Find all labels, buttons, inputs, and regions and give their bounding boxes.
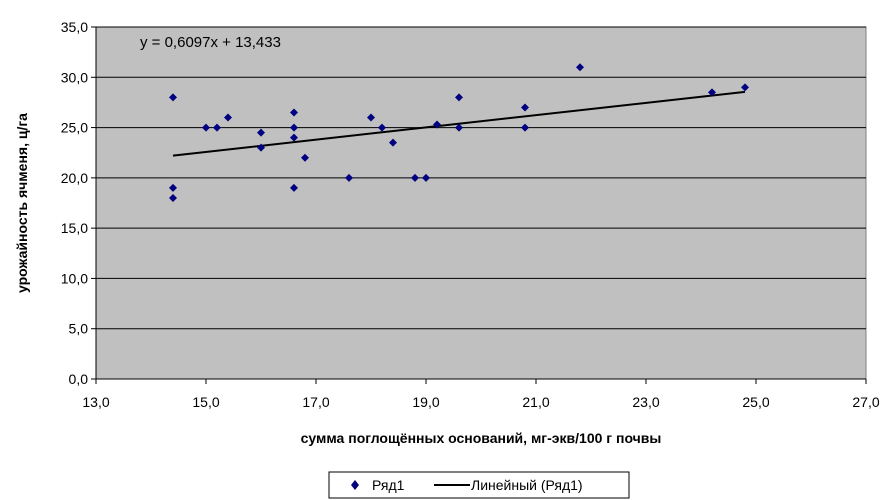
data-point bbox=[290, 123, 298, 132]
data-point bbox=[202, 123, 210, 132]
data-point bbox=[422, 173, 430, 182]
data-point bbox=[257, 128, 265, 137]
data-point bbox=[455, 123, 463, 132]
legend: Ряд1 Линейный (Ряд1) bbox=[328, 471, 630, 499]
data-point bbox=[224, 113, 232, 122]
plot-area bbox=[95, 26, 867, 380]
x-axis-title: сумма поглощённых оснований, мг-экв/100 … bbox=[301, 430, 662, 446]
y-tick-label: 5,0 bbox=[69, 321, 89, 337]
data-point bbox=[378, 123, 386, 132]
y-tick-label: 15,0 bbox=[61, 220, 88, 236]
x-tick-label: 19,0 bbox=[412, 394, 439, 410]
data-point bbox=[367, 113, 375, 122]
x-tick-label: 25,0 bbox=[742, 394, 769, 410]
data-point bbox=[455, 93, 463, 102]
data-point bbox=[576, 63, 584, 72]
y-tick-label: 25,0 bbox=[61, 120, 88, 136]
data-point bbox=[213, 123, 221, 132]
x-tick-label: 23,0 bbox=[632, 394, 659, 410]
legend-box bbox=[328, 471, 630, 499]
y-tick-labels: 0,0 5,0 10,0 15,0 20,0 25,0 30,0 35,0 bbox=[61, 19, 88, 387]
legend-marker-icon bbox=[351, 480, 359, 490]
data-point bbox=[741, 83, 749, 92]
data-point bbox=[169, 93, 177, 102]
data-point bbox=[411, 173, 419, 182]
y-tick-label: 35,0 bbox=[61, 19, 88, 35]
data-point bbox=[389, 138, 397, 147]
y-tick-label: 20,0 bbox=[61, 170, 88, 186]
data-point bbox=[521, 123, 529, 132]
data-point bbox=[290, 108, 298, 117]
data-point bbox=[257, 143, 265, 152]
x-tick-label: 15,0 bbox=[192, 394, 219, 410]
data-point bbox=[345, 173, 353, 182]
legend-label-series: Ряд1 bbox=[372, 477, 405, 493]
data-points bbox=[169, 63, 749, 202]
data-point bbox=[169, 183, 177, 192]
y-tick-label: 0,0 bbox=[69, 371, 89, 387]
x-tick-label: 21,0 bbox=[522, 394, 549, 410]
data-point bbox=[290, 133, 298, 142]
x-tick-label: 13,0 bbox=[82, 394, 109, 410]
y-tick-label: 30,0 bbox=[61, 69, 88, 85]
x-tick-labels: 13,0 15,0 17,0 19,0 21,0 23,0 25,0 27,0 bbox=[82, 394, 879, 410]
y-axis-title: урожайность ячменя, ц/га bbox=[14, 113, 30, 293]
data-point bbox=[169, 193, 177, 202]
data-point bbox=[521, 103, 529, 112]
gridlines bbox=[96, 26, 866, 330]
legend-label-trendline: Линейный (Ряд1) bbox=[471, 477, 583, 493]
x-tick-label: 27,0 bbox=[852, 394, 879, 410]
y-tick-label: 10,0 bbox=[61, 270, 88, 286]
trendline-equation: y = 0,6097x + 13,433 bbox=[140, 34, 281, 51]
x-tick-label: 17,0 bbox=[302, 394, 329, 410]
data-point bbox=[433, 120, 441, 129]
data-point bbox=[290, 183, 298, 192]
data-point bbox=[301, 153, 309, 162]
axes bbox=[91, 26, 867, 384]
data-point bbox=[708, 88, 716, 97]
